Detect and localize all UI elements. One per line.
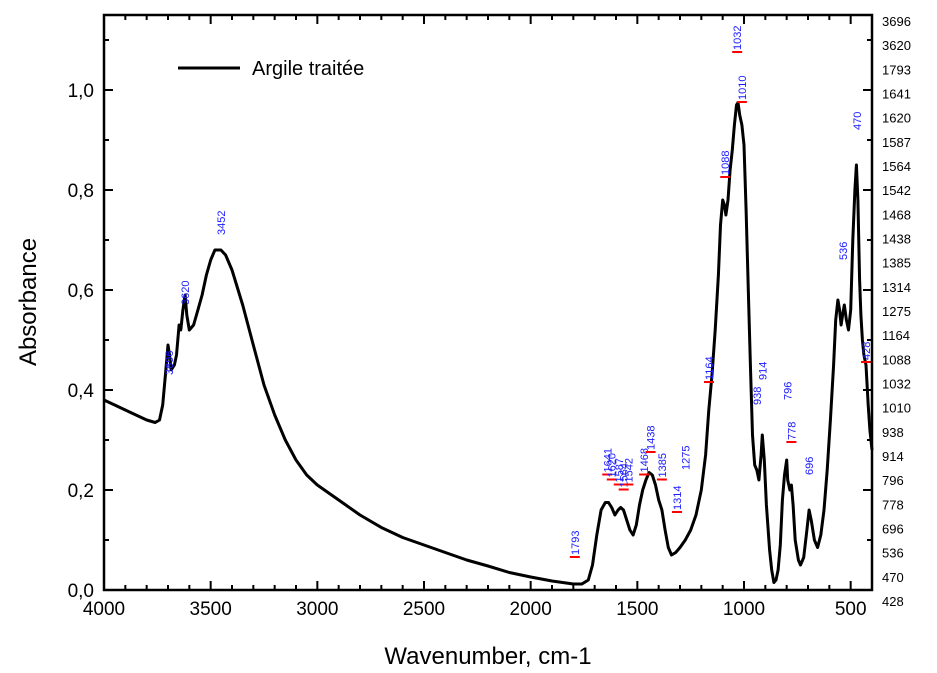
peak-label: 1385 — [657, 453, 669, 477]
peak-label: 1275 — [680, 446, 692, 470]
legend: Argile traitée — [178, 58, 364, 80]
side-label: 3620 — [882, 38, 911, 53]
peak-label: 938 — [752, 387, 764, 405]
side-label: 1314 — [882, 280, 911, 295]
side-label: 1438 — [882, 232, 911, 247]
y-axis-title: Absorbance — [15, 238, 42, 366]
legend-label: Argile traitée — [252, 58, 364, 80]
side-label: 1641 — [882, 87, 911, 102]
side-label: 696 — [882, 522, 904, 537]
peak-label: 428 — [861, 342, 873, 360]
peak-label: 1564 — [619, 463, 631, 487]
peak-label: 1314 — [672, 486, 684, 510]
x-tick-label: 2000 — [510, 599, 552, 620]
x-tick-label: 2500 — [403, 599, 445, 620]
x-tick-labels: 4000 3500 3000 2500 2000 1500 1000 500 — [83, 599, 867, 620]
peak-label: 1438 — [646, 426, 658, 450]
peak-label: 1641 — [602, 448, 614, 472]
peak-label: 3452 — [216, 211, 228, 235]
x-tick-label: 3000 — [296, 599, 338, 620]
side-label: 1164 — [882, 328, 910, 343]
x-axis-title: Wavenumber, cm-1 — [384, 643, 591, 670]
side-label: 428 — [882, 594, 904, 609]
peak-label: 3696 — [164, 351, 176, 375]
peak-label: 914 — [757, 362, 769, 380]
side-label: 536 — [882, 546, 904, 561]
y-tick-label: 0,0 — [68, 581, 94, 602]
peak-label: 796 — [783, 382, 795, 400]
x-tick-label: 1000 — [723, 599, 765, 620]
side-label: 778 — [882, 497, 904, 512]
x-tick-label: 1500 — [616, 599, 658, 620]
side-label: 1620 — [882, 111, 911, 126]
side-label: 1542 — [882, 183, 911, 198]
peak-label: 778 — [786, 422, 798, 440]
peak-label: 696 — [804, 457, 816, 475]
peak-label: 1164 — [704, 356, 716, 380]
side-label: 1088 — [882, 352, 911, 367]
side-label: 470 — [882, 570, 904, 585]
right-side-labels: 3696 3620 1793 1641 1620 1587 1564 1542 1468 1438… — [882, 14, 911, 609]
spectrum-line — [103, 101, 874, 586]
y-tick-label: 0,8 — [68, 181, 94, 202]
peak-label: 1620 — [607, 453, 619, 477]
side-label: 1275 — [882, 304, 911, 319]
peak-label: 1587 — [614, 458, 626, 482]
y-tick-label: 1,0 — [68, 81, 94, 102]
y-tick-label: 0,2 — [68, 481, 94, 502]
side-label: 938 — [882, 425, 904, 440]
side-label: 1032 — [882, 377, 911, 392]
side-label: 914 — [882, 449, 904, 464]
side-label: 1587 — [882, 135, 911, 150]
side-label: 1793 — [882, 62, 911, 77]
x-tick-label: 4000 — [83, 599, 125, 620]
peak-label: 536 — [838, 242, 850, 260]
peak-label: 1468 — [639, 448, 651, 472]
y-tick-label: 0,4 — [68, 381, 95, 402]
side-label: 3696 — [882, 14, 911, 29]
side-label: 1468 — [882, 207, 911, 222]
side-label: 1010 — [882, 401, 911, 416]
peak-label: 1010 — [737, 76, 749, 100]
x-tick-label: 500 — [835, 599, 867, 620]
peak-label: 1032 — [732, 26, 744, 50]
peak-label: 3620 — [180, 281, 192, 305]
peak-label: 1542 — [623, 458, 635, 482]
peak-label: 470 — [852, 112, 864, 130]
side-label: 1385 — [882, 256, 911, 271]
peak-label: 1793 — [570, 531, 582, 555]
y-tick-label: 0,6 — [68, 281, 94, 302]
side-label: 1564 — [882, 159, 911, 174]
side-label: 796 — [882, 473, 904, 488]
plot-frame — [102, 13, 874, 592]
peak-label: 1088 — [720, 151, 732, 175]
y-tick-labels: 0,0 0,2 0,4 0,6 0,8 1,0 — [68, 81, 95, 602]
x-tick-label: 3500 — [190, 599, 232, 620]
